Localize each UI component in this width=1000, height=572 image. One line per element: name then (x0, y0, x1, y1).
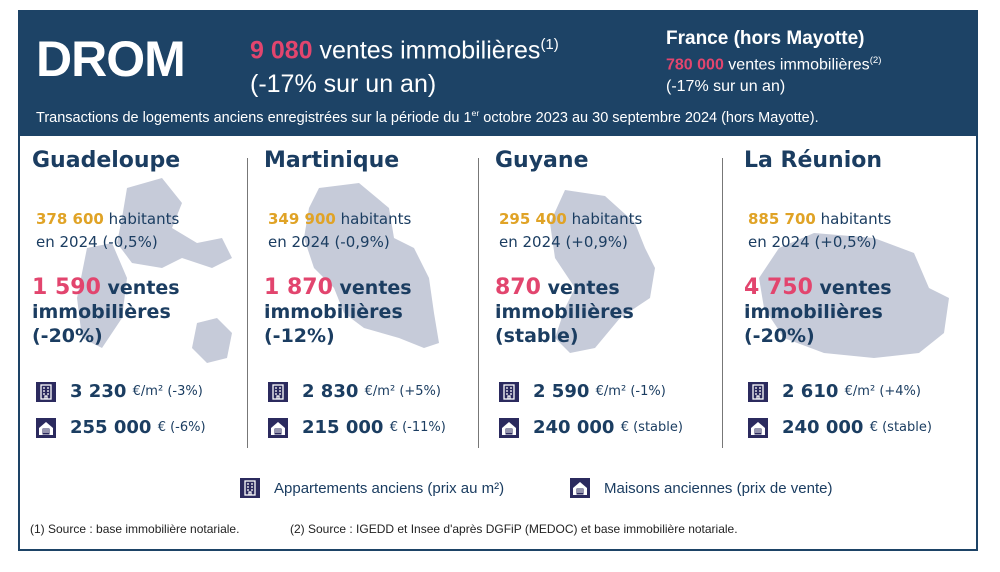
population: 885 700 habitants en 2024 (+0,5%) (748, 210, 892, 251)
apartment-building-icon (240, 478, 260, 498)
house-price: 215 000 € (-11%) (268, 417, 446, 438)
region-guadeloupe: Guadeloupe 378 600 habitants en 2024 (-0,… (32, 148, 262, 448)
region-name: Guyane (495, 148, 589, 173)
population: 349 900 habitants en 2024 (-0,9%) (268, 210, 412, 251)
house-price: 255 000 € (-6%) (36, 417, 206, 438)
sales: 870 ventes immobilières (stable) (495, 275, 634, 348)
island-map (550, 190, 655, 353)
region-name: La Réunion (744, 148, 883, 173)
house-icon (570, 478, 590, 498)
footnote-1: (1) Source : base immobilière notariale. (30, 522, 240, 536)
sales: 1 870 ventes immobilières (-12%) (264, 275, 412, 348)
drom-total-sales: 9 080 ventes immobilières(1) (-17% sur u… (250, 36, 559, 99)
sales: 4 750 ventes immobilières (-20%) (744, 275, 892, 348)
divider (247, 158, 248, 448)
divider (478, 158, 479, 448)
house-icon (268, 417, 288, 438)
house-icon (499, 417, 519, 438)
legend-houses: Maisons anciennes (prix de vente) (570, 478, 832, 498)
region-martinique: Martinique 349 900 habitants en 2024 (-0,… (264, 148, 494, 448)
apartment-price: 2 830 €/m² (+5%) (268, 381, 441, 402)
header-banner: DROM 9 080 ventes immobilières(1) (-17% … (18, 10, 978, 136)
island-map (759, 233, 949, 358)
apartment-price: 2 590 €/m² (-1%) (499, 381, 666, 402)
house-price: 240 000 € (stable) (748, 417, 932, 438)
legend-apartments: Appartements anciens (prix au m²) (240, 478, 504, 498)
population: 378 600 habitants en 2024 (-0,5%) (36, 210, 180, 251)
sales: 1 590 ventes immobilières (-20%) (32, 275, 180, 348)
house-icon (748, 417, 768, 438)
region-name: Martinique (264, 148, 400, 173)
apartment-building-icon (36, 381, 56, 402)
house-icon (36, 417, 56, 438)
region-guyane: Guyane 295 400 habitants en 2024 (+0,9%) … (495, 148, 725, 448)
region-la-r-union: La Réunion 885 700 habitants en 2024 (+0,… (744, 148, 974, 448)
apartment-building-icon (748, 381, 768, 402)
period-note: Transactions de logements anciens enregi… (36, 108, 819, 126)
island-map (304, 183, 439, 348)
apartment-price: 3 230 €/m² (-3%) (36, 381, 203, 402)
region-name: Guadeloupe (32, 148, 181, 173)
apartment-building-icon (268, 381, 288, 402)
france-stats: France (hors Mayotte) 780 000 ventes imm… (666, 28, 882, 96)
island-map (77, 178, 232, 363)
divider (722, 158, 723, 448)
apartment-building-icon (499, 381, 519, 402)
apartment-price: 2 610 €/m² (+4%) (748, 381, 921, 402)
population: 295 400 habitants en 2024 (+0,9%) (499, 210, 643, 251)
footnote-2: (2) Source : IGEDD et Insee d'après DGFi… (290, 522, 738, 536)
house-price: 240 000 € (stable) (499, 417, 683, 438)
page-title: DROM (36, 31, 186, 87)
